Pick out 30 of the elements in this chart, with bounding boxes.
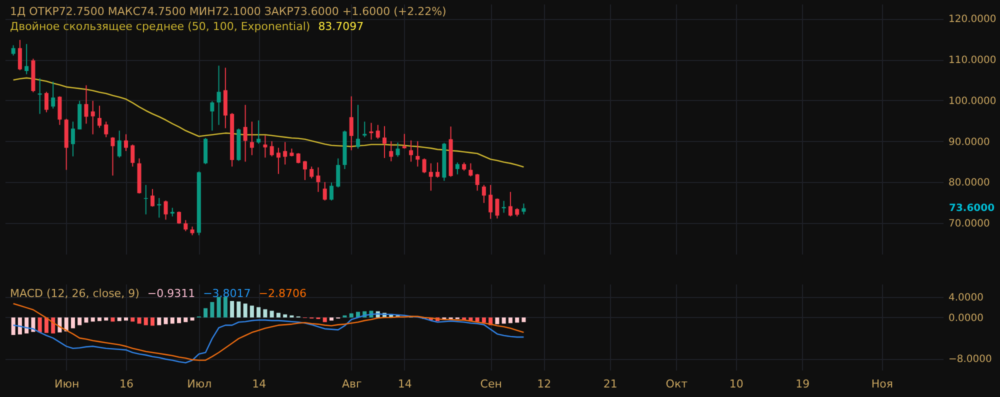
annotation: −3.8017 xyxy=(203,287,251,300)
y-tick-label: 70.0000 xyxy=(948,218,990,230)
x-tick-label: 19 xyxy=(796,378,810,390)
x-tick-label: Сен xyxy=(480,378,502,390)
annotation: −2.8706 xyxy=(258,287,307,300)
text: Двойное скользящее среднее (50, 100, Exponential) xyxy=(10,20,310,33)
y-tick-label: 110.0000 xyxy=(948,55,996,66)
x-tick-label: Июн xyxy=(54,378,80,390)
y-tick-label: 120.0000 xyxy=(948,14,996,26)
x-tick-label: Июл xyxy=(187,378,212,390)
y-tick-label: 90.0000 xyxy=(948,136,990,148)
x-tick-label: 12 xyxy=(537,378,552,390)
x-tick-label: 14 xyxy=(398,378,412,390)
x-tick-label: 16 xyxy=(120,378,134,390)
x-tick-label: Ноя xyxy=(871,378,893,390)
x-tick-label: 21 xyxy=(603,378,618,390)
x-tick-label: Авг xyxy=(342,378,362,390)
x-tick-label: 14 xyxy=(252,378,266,390)
text: 73.6000 xyxy=(949,203,995,214)
y-tick-label: 0.0000 xyxy=(948,312,984,324)
x-tick-label: Окт xyxy=(666,378,688,390)
y-tick-label: 100.0000 xyxy=(948,96,996,107)
y-tick-label: 80.0000 xyxy=(948,178,990,189)
y-tick-label: 4.0000 xyxy=(948,292,984,304)
chart-title: MACD (12, 26, close, 9) xyxy=(10,287,140,300)
x-tick-label: 10 xyxy=(729,378,744,390)
chart-title: 1Д ОТКР72.7500 МАКС74.7500 МИН72.1000 ЗАКР73.6000 +1.6000 (+2.22%) xyxy=(10,5,446,18)
y-tick-label: −8.0000 xyxy=(948,354,992,366)
annotation: −0.9311 xyxy=(147,287,196,300)
annotation: 83.7097 xyxy=(318,20,364,33)
